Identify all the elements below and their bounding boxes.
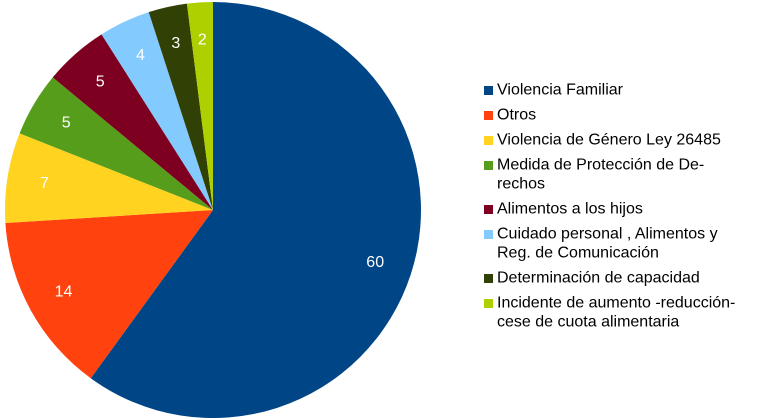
legend-entry-violencia-familiar: Violencia Familiar bbox=[497, 82, 624, 99]
pie-data-label-violencia-familiar: 60 bbox=[366, 254, 384, 271]
pie-data-label-incidente-de-aumento-reduccion-cese-de-cuota-alimentaria: 2 bbox=[198, 31, 207, 48]
legend-entry-incidente-de-aumento-reduccion-cese-de-cuota-alimentaria: Incidente de aumento -reducción-cese de … bbox=[497, 295, 735, 331]
legend: Violencia Familiar Otros Violencia de Géne… bbox=[484, 82, 735, 331]
legend-entry-cuidado-personal-alimentos-y-reg-de-comunicacion: Cuidado personal , Alimentos y Reg. de Co… bbox=[497, 226, 718, 262]
pie-slices bbox=[5, 2, 421, 418]
pie-data-label-medida-de-proteccion-de-derechos: 5 bbox=[62, 115, 71, 132]
pie-slice-medida-de-proteccion-de-derechos bbox=[19, 77, 213, 210]
pie-slice-violencia-de-genero-ley-26485 bbox=[5, 133, 214, 224]
legend-swatch-otros bbox=[484, 111, 493, 120]
legend-entry-violencia-de-genero-ley-26485: Violencia de Género Ley 26485 bbox=[497, 132, 721, 149]
legend-swatch-violencia-de-genero-ley-26485 bbox=[484, 136, 493, 145]
legend-entry-medida-de-proteccion-de-derechos: Medida de Protección de De-rechos bbox=[497, 157, 704, 193]
legend-entry-determinacion-de-capacidad: Determinación de capacidad bbox=[497, 270, 700, 287]
legend-entry-alimentos-a-los-hijos: Alimentos a los hijos bbox=[497, 201, 643, 218]
pie-data-label-otros: 14 bbox=[55, 284, 73, 301]
pie-slice-otros bbox=[5, 210, 213, 379]
pie-slice-determinacion-de-capacidad bbox=[148, 3, 213, 211]
pie-slice-incidente-de-aumento-reduccion-cese-de-cuota-alimentaria bbox=[186, 2, 213, 210]
legend-entry-otros: Otros bbox=[497, 107, 536, 124]
legend-swatch-alimentos-a-los-hijos bbox=[484, 205, 493, 214]
pie-slice-cuidado-personal-alimentos-y-reg-de-comunicacion bbox=[101, 12, 213, 211]
pie-data-label-alimentos-a-los-hijos: 5 bbox=[96, 74, 105, 91]
pie-data-label-violencia-de-genero-ley-26485: 7 bbox=[40, 175, 49, 192]
legend-swatch-medida-de-proteccion-de-derechos bbox=[484, 161, 493, 170]
pie-data-label-cuidado-personal-alimentos-y-reg-de-comunicacion: 4 bbox=[136, 47, 145, 64]
legend-swatch-violencia-familiar bbox=[484, 86, 493, 95]
pie-slice-alimentos-a-los-hijos bbox=[52, 34, 214, 210]
legend-swatch-cuidado-personal-alimentos-y-reg-de-comunicacion bbox=[484, 230, 493, 239]
pie-slice-violencia-familiar bbox=[90, 2, 421, 418]
legend-swatch-determinacion-de-capacidad bbox=[484, 274, 493, 283]
legend-swatch-incidente-de-aumento-reduccion-cese-de-cuota-alimentaria bbox=[484, 299, 493, 308]
pie-data-labels: 60 14 7 5 5 4 3 2 bbox=[40, 31, 384, 300]
pie-data-label-determinacion-de-capacidad: 3 bbox=[171, 35, 180, 52]
